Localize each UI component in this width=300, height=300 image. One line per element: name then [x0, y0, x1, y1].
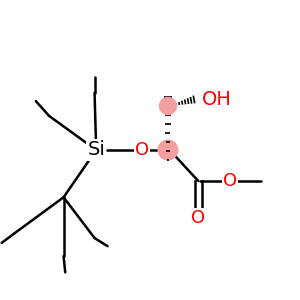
Circle shape [160, 98, 176, 115]
Circle shape [158, 140, 178, 160]
Text: O: O [135, 141, 149, 159]
Text: O: O [191, 209, 205, 227]
Text: Si: Si [87, 140, 105, 160]
Text: O: O [223, 172, 237, 190]
Text: OH: OH [202, 90, 232, 109]
